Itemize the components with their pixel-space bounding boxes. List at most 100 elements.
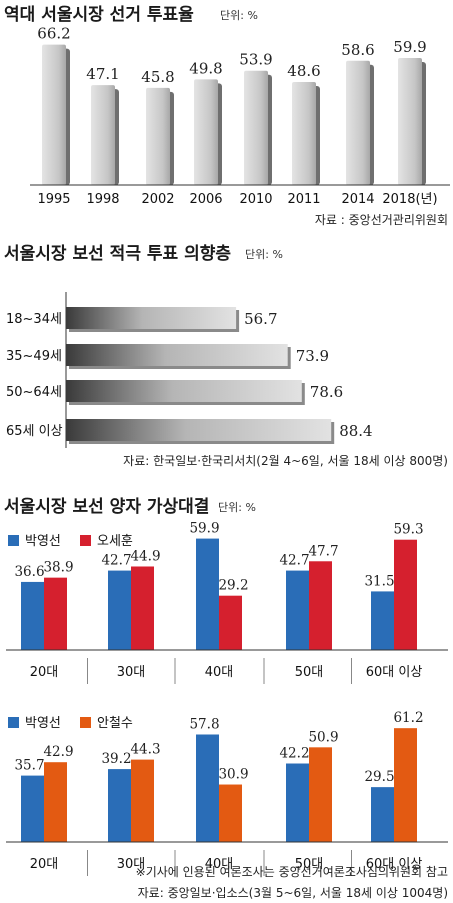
chart2-title: 서울시장 보선 적극 투표 의향층 — [4, 243, 231, 264]
chart3-legend-label: 오세훈 — [97, 534, 133, 549]
chart3-value-label: 59.9 — [189, 521, 219, 537]
chart3-bar — [309, 561, 332, 650]
chart4-legend-label: 박영선 — [25, 716, 61, 731]
chart4-value-label: 29.5 — [364, 769, 394, 785]
chart4-bar — [371, 787, 394, 842]
chart2-category-label: 50~64세 — [6, 385, 62, 400]
chart4-note: ※기사에 인용된 여론조사는 중앙선거여론조사심의위원회 참고 — [136, 865, 448, 879]
chart3-value-label: 31.5 — [364, 573, 394, 589]
chart1-value-label: 47.1 — [86, 65, 119, 83]
chart4-value-label: 30.9 — [218, 767, 248, 783]
chart3-category-label: 20대 — [30, 665, 59, 680]
chart3-bar — [44, 577, 67, 650]
chart4-value-label: 61.2 — [393, 710, 423, 726]
chart4-bar — [286, 763, 309, 842]
chart1-value-label: 58.6 — [341, 41, 374, 59]
chart3-title: 서울시장 보선 양자 가상대결 — [4, 497, 209, 517]
chart4-bar — [131, 759, 154, 842]
chart2-value-label: 56.7 — [244, 310, 277, 328]
chart1-category-label: 2006 — [189, 192, 222, 207]
chart3-value-label: 44.9 — [130, 548, 160, 564]
chart4-value-label: 39.2 — [101, 751, 131, 767]
chart3-category-label: 30대 — [117, 665, 146, 680]
chart2-value-label: 73.9 — [296, 347, 329, 365]
chart1-value-label: 49.8 — [189, 59, 222, 77]
chart4-bar — [108, 769, 131, 842]
chart2-category-label: 18~34세 — [6, 312, 62, 327]
chart1-category-label: 2014 — [341, 192, 374, 207]
chart2-source: 자료: 한국일보·한국리서치(2월 4~6일, 서울 18세 이상 800명) — [123, 454, 448, 468]
chart3-bar — [131, 566, 154, 650]
chart1-bar — [346, 60, 370, 185]
chart1-source: 자료 : 중앙선거관리위원회 — [315, 213, 448, 227]
chart3-bar — [21, 581, 44, 650]
chart4-value-label: 44.3 — [130, 742, 160, 758]
chart3-category-label: 60대 이상 — [366, 665, 423, 680]
chart3-plot: 박영선 오세훈36.638.920대42.744.930대59.929.240대4… — [6, 521, 448, 684]
chart1-value-label: 66.2 — [37, 25, 70, 43]
chart1-category-label: 2018(년) — [382, 192, 437, 207]
chart2-bar — [66, 307, 237, 329]
chart1-bar — [146, 87, 170, 185]
chart1-bar — [42, 44, 66, 185]
chart3-bar — [196, 538, 219, 650]
chart4-bar — [219, 784, 242, 842]
chart3-value-label: 36.6 — [14, 564, 44, 580]
chart3-legend-swatch — [8, 535, 19, 546]
chart3-value-label: 38.9 — [43, 560, 73, 576]
chart2-category-label: 35~49세 — [6, 349, 62, 364]
chart1-title: 역대 서울시장 선거 투표율 — [4, 5, 194, 25]
chart4-legend-swatch — [80, 717, 91, 728]
chart1-unit: 단위: % — [220, 9, 258, 22]
chart4-category-label: 60대 이상 — [366, 857, 423, 872]
chart3-unit: 단위: % — [218, 501, 256, 514]
chart3-legend-label: 박영선 — [25, 534, 61, 549]
chart2-unit: 단위: % — [245, 248, 283, 261]
chart3-category-label: 50대 — [295, 665, 324, 680]
chart1-bar — [91, 85, 115, 185]
chart1-bar — [398, 58, 422, 185]
chart1-category-label: 2002 — [141, 192, 174, 207]
chart4-bar — [21, 775, 44, 842]
chart4-plot: 박영선 안철수 35.742.9 20대 39.244.3 30대 57.8 30.9 40대 4… — [6, 710, 448, 876]
chart3-bar — [219, 595, 242, 650]
chart1-category-label: 1998 — [86, 192, 119, 207]
chart3-bar — [371, 591, 394, 650]
chart3-value-label: 59.3 — [393, 522, 423, 538]
chart1-bar — [194, 79, 218, 185]
chart3-value-label: 47.7 — [308, 543, 338, 559]
chart4-legend-swatch — [8, 717, 19, 728]
chart3-bar — [394, 539, 417, 650]
chart4-bar — [196, 734, 219, 842]
chart4-value-label: 35.7 — [14, 758, 44, 774]
chart4-source: 자료: 중앙일보·입소스(3월 5~6일, 서울 18세 이상 1004명) — [138, 886, 448, 900]
chart2-bar — [66, 344, 288, 366]
chart4-category-label: 30대 — [117, 857, 146, 872]
chart1-value-label: 59.9 — [393, 38, 426, 56]
chart4-value-label: 42.2 — [279, 746, 309, 762]
chart3-value-label: 29.2 — [218, 578, 248, 594]
chart4-legend-label: 안철수 — [97, 716, 133, 731]
chart1-category-label: 1995 — [37, 192, 70, 207]
chart2-bar — [66, 380, 302, 402]
chart1-category-label: 2010 — [239, 192, 272, 207]
chart4-bar — [309, 747, 332, 842]
chart4-value-label: 57.8 — [189, 716, 219, 732]
chart4-bar — [44, 762, 67, 842]
chart3-value-label: 42.7 — [279, 553, 309, 569]
chart1-bar — [244, 70, 268, 185]
chart1-bar — [292, 81, 316, 185]
chart4-category-label: 50대 — [295, 857, 324, 872]
chart2-value-label: 78.6 — [310, 383, 343, 401]
chart4-value-label: 50.9 — [308, 729, 338, 745]
chart1-category-label: 2011 — [287, 192, 320, 207]
chart1-value-label: 53.9 — [239, 51, 272, 69]
chart4-category-label: 40대 — [205, 857, 234, 872]
chart4-bar — [394, 728, 417, 842]
chart3-legend-swatch — [80, 535, 91, 546]
chart1-value-label: 48.6 — [287, 62, 320, 80]
chart2-category-label: 65세 이상 — [6, 424, 63, 439]
chart3-value-label: 42.7 — [101, 553, 131, 569]
chart1-plot: 66.2 1995 47.1 1998 45.8 2002 49.8 2006 53.9 2010… — [37, 25, 437, 207]
